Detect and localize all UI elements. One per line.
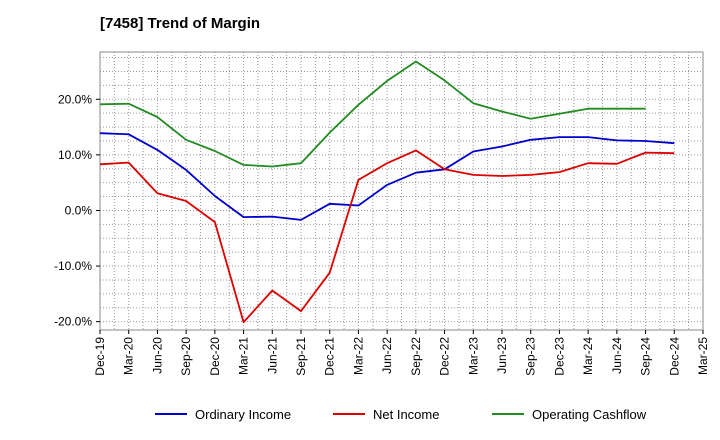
- x-axis-ticks: Dec-19 Mar-20 Jun-20 Sep-20 Dec-20 Mar-21 Jun-…: [93, 330, 710, 376]
- y-tick-label: 20.0%: [58, 92, 92, 106]
- chart-title: [7458] Trend of Margin: [100, 15, 260, 32]
- x-tick-label: Dec-24: [667, 337, 681, 376]
- x-tick-label: Mar-20: [122, 337, 136, 375]
- x-tick-label: Dec-21: [323, 337, 337, 376]
- series-line-net-income: [99, 149, 675, 324]
- legend-label: Ordinary Income: [195, 407, 291, 422]
- plot-frame: [99, 51, 704, 331]
- x-tick-label: Dec-19: [93, 337, 107, 376]
- legend: Ordinary Income Net Income Operating Cashf…: [155, 407, 647, 422]
- x-tick-label: Sep-24: [639, 337, 653, 376]
- grid: [100, 52, 703, 330]
- x-tick-label: Sep-22: [409, 337, 423, 376]
- x-tick-label: Mar-22: [351, 337, 365, 375]
- x-tick-label: Jun-21: [265, 337, 279, 374]
- y-tick-label: -10.0%: [54, 259, 92, 273]
- y-tick-label: -20.0%: [54, 315, 92, 329]
- series-lines: [99, 60, 675, 324]
- x-tick-label: Jun-23: [495, 337, 509, 374]
- x-tick-label: Jun-24: [610, 337, 624, 374]
- x-tick-label: Jun-22: [380, 337, 394, 374]
- x-tick-label: Sep-23: [524, 337, 538, 376]
- legend-label: Operating Cashflow: [532, 407, 647, 422]
- y-tick-label: 0.0%: [65, 203, 93, 217]
- x-tick-label: Mar-21: [237, 337, 251, 375]
- y-tick-label: 10.0%: [58, 148, 92, 162]
- x-tick-label: Mar-24: [581, 337, 595, 375]
- x-tick-label: Sep-20: [179, 337, 193, 376]
- series-line-ordinary-income: [99, 132, 675, 221]
- x-tick-label: Dec-22: [438, 337, 452, 376]
- x-tick-label: Sep-21: [294, 337, 308, 376]
- series-line-operating-cashflow: [99, 60, 646, 168]
- x-tick-label: Dec-20: [208, 337, 222, 376]
- legend-label: Net Income: [373, 407, 439, 422]
- x-tick-label: Jun-20: [150, 337, 164, 374]
- x-tick-label: Dec-23: [552, 337, 566, 376]
- x-tick-label: Mar-25: [696, 337, 710, 375]
- x-tick-label: Mar-23: [466, 337, 480, 375]
- y-axis-ticks: -20.0% -10.0% 0.0% 10.0% 20.0%: [54, 92, 100, 329]
